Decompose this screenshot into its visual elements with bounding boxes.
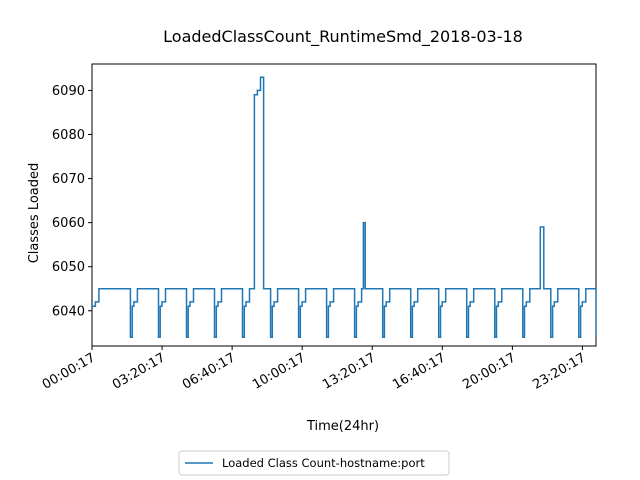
y-tick-label: 6070 bbox=[52, 172, 85, 187]
x-tick-label: 20:00:17 bbox=[460, 350, 518, 392]
x-tick-label: 16:40:17 bbox=[390, 350, 448, 392]
series-line-loaded-class-count bbox=[92, 76, 597, 338]
legend-entry-label: Loaded Class Count-hostname:port bbox=[222, 456, 425, 470]
y-axis-label: Classes Loaded bbox=[27, 163, 42, 264]
y-tick-label: 6060 bbox=[52, 216, 85, 231]
x-tick-label: 10:00:17 bbox=[250, 350, 308, 392]
y-tick-label: 6040 bbox=[52, 304, 85, 319]
x-axis: 00:00:17 03:20:17 06:40:17 10:00:17 13:20:17… bbox=[40, 346, 588, 393]
x-tick-label: 00:00:17 bbox=[40, 350, 98, 392]
legend-box bbox=[178, 450, 450, 476]
y-tick-label: 6080 bbox=[52, 128, 85, 143]
chart-title: LoadedClassCount_RuntimeSmd_2018-03-18 bbox=[163, 27, 523, 47]
y-tick-label: 6050 bbox=[52, 260, 85, 275]
y-tick-label: 6090 bbox=[52, 84, 85, 99]
x-tick-label: 03:20:17 bbox=[110, 350, 168, 392]
x-tick-label: 13:20:17 bbox=[320, 350, 378, 392]
x-axis-label: Time(24hr) bbox=[306, 419, 379, 434]
legend: Loaded Class Count-hostname:port bbox=[178, 450, 450, 476]
x-tick-label: 23:20:17 bbox=[530, 350, 588, 392]
x-tick-label: 06:40:17 bbox=[180, 350, 238, 392]
y-axis: 6040 6050 6060 6070 6080 6090 bbox=[52, 84, 92, 319]
plot-area bbox=[91, 63, 597, 347]
